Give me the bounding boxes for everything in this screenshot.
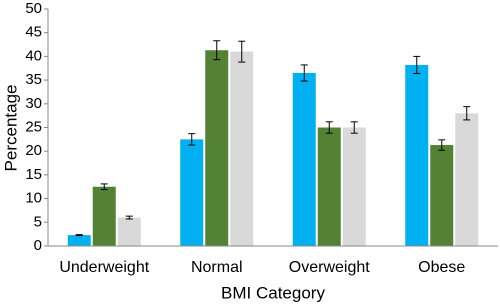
bar — [317, 127, 341, 246]
error-bar — [100, 183, 108, 191]
y-tick-label: 5 — [34, 213, 42, 230]
bar — [92, 186, 116, 246]
error-bar — [188, 133, 196, 146]
bar — [230, 51, 254, 246]
error-bar — [75, 234, 83, 237]
error-bar — [463, 106, 471, 121]
y-tick-label: 40 — [25, 47, 42, 64]
bar — [430, 145, 454, 246]
bar — [292, 72, 316, 247]
error-bar — [350, 121, 358, 134]
y-tick-label: 30 — [25, 95, 42, 112]
x-tick-label: Normal — [191, 259, 243, 276]
y-tick-label: 0 — [34, 237, 42, 254]
bar — [67, 235, 91, 246]
y-tick-label: 25 — [25, 118, 42, 135]
y-tick-label: 10 — [25, 190, 42, 207]
bar — [117, 217, 141, 246]
x-axis-title: BMI Category — [221, 283, 325, 302]
error-bar — [438, 139, 446, 151]
error-bar — [413, 55, 421, 74]
y-tick-label: 20 — [25, 142, 42, 159]
y-tick-label: 45 — [25, 24, 42, 41]
y-tick-label: 50 — [25, 0, 42, 17]
error-bar — [325, 121, 333, 134]
y-tick-label: 35 — [25, 71, 42, 88]
error-bar — [125, 215, 133, 220]
bar — [455, 113, 479, 246]
bar — [180, 139, 204, 246]
bar — [405, 64, 429, 246]
error-bar — [238, 40, 246, 63]
x-tick-label: Underweight — [59, 259, 149, 276]
error-bar — [300, 64, 308, 82]
bar — [342, 127, 366, 246]
error-bar — [213, 40, 221, 61]
x-tick-label: Obese — [418, 259, 465, 276]
x-tick-label: Overweight — [289, 259, 370, 276]
y-tick-label: 15 — [25, 166, 42, 183]
y-axis-title: Percentage — [1, 85, 20, 172]
bar — [205, 50, 229, 246]
